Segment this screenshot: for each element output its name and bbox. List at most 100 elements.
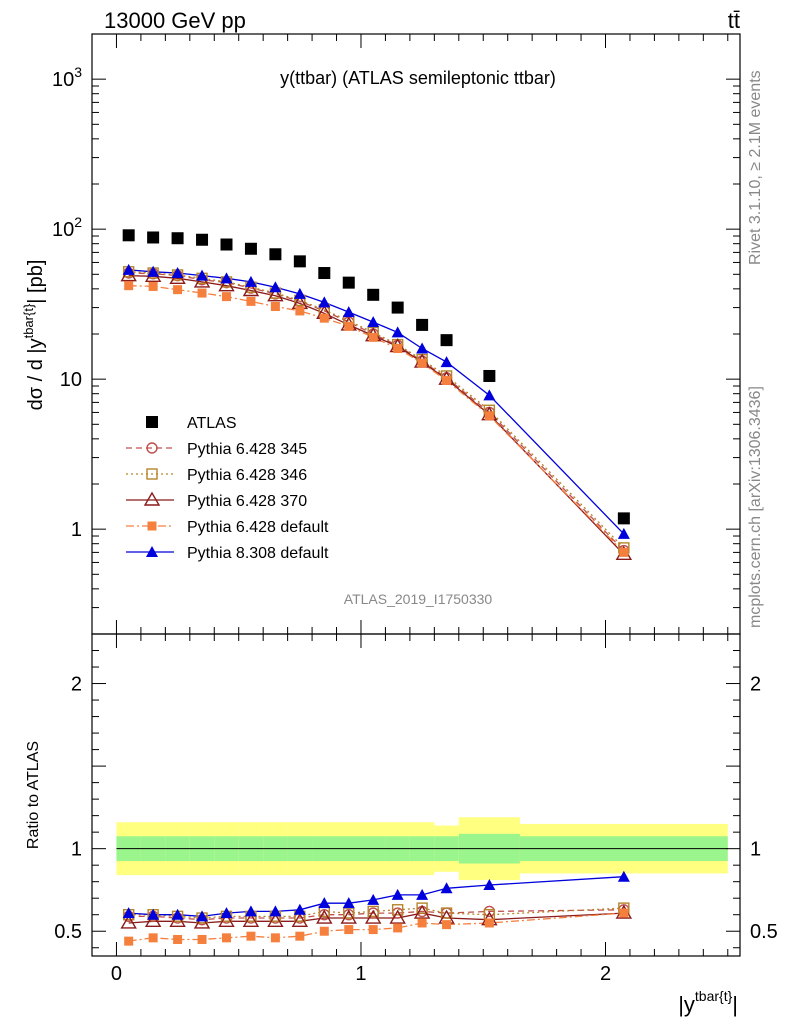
- ratio-point-pythia-8-308-default-5: [244, 905, 257, 917]
- ratio-panel: 0.5 0.5 1 1 2 2 0 1 2 Ratio to ATLAS |ytbar{t}|: [25, 633, 778, 1017]
- ratio-point-pythia-6-428-default-4: [221, 933, 231, 943]
- main-line-pythia-6-428-370: [128, 274, 625, 555]
- ratio-point-pythia-6-428-default-2: [173, 934, 183, 944]
- main-point-atlas-5: [244, 242, 257, 255]
- main-point-atlas-13: [440, 334, 453, 347]
- ratio-point-pythia-6-428-370-5: [242, 912, 260, 928]
- main-point-pythia-6-428-370-5: [242, 282, 260, 297]
- ratio-ytick-label-0: 0.5: [54, 921, 82, 943]
- ratio-line-pythia-8-308-default: [128, 876, 624, 918]
- header-right: tt̄: [728, 8, 740, 33]
- ratio-point-pythia-6-428-default-15: [619, 908, 629, 918]
- ratio-point-pythia-6-428-370-11: [389, 909, 406, 924]
- legend-label-pythia-6-428-345: Pythia 6.428 345: [187, 441, 307, 458]
- watermark: ATLAS_2019_I1750330: [344, 591, 493, 607]
- ratio-ytick-label-2: 2: [71, 674, 82, 696]
- ratio-point-pythia-6-428-default-14: [484, 918, 494, 928]
- main-point-pythia-8-308-default-1: [147, 265, 160, 277]
- xtick-label-2: 2: [600, 963, 611, 985]
- main-point-pythia-6-428-default-0: [124, 281, 134, 291]
- ratio-point-pythia-6-428-370-6: [267, 912, 284, 928]
- xlabel-part-1: |y: [678, 992, 695, 1017]
- main-point-pythia-8-308-default-8: [318, 296, 331, 308]
- ratio-point-pythia-6-428-370-10: [364, 909, 382, 924]
- legend-marker-pythia-8-308-default: [146, 546, 158, 557]
- ratio-point-pythia-8-308-default-7: [293, 903, 306, 915]
- ratio-point-pythia-8-308-default-11: [391, 888, 404, 900]
- ratio-point-pythia-6-428-default-10: [368, 925, 378, 935]
- main-ytick-label-3: 103: [52, 64, 82, 91]
- ratio-frame: [91, 633, 741, 957]
- ratio-line-pythia-6-428-370: [128, 912, 624, 924]
- legend-marker-pythia-6-428-345: [146, 442, 158, 454]
- legend-marker-pythia-6-428-default: [147, 521, 157, 531]
- chart-title: y(ttbar) (ATLAS semileptonic ttbar): [280, 68, 556, 88]
- main-point-pythia-6-428-370-6: [267, 287, 284, 302]
- ratio-point-pythia-8-308-default-8: [318, 897, 331, 909]
- header-left: 13000 GeV pp: [104, 8, 246, 33]
- ratio-point-pythia-8-308-default-14: [483, 878, 496, 890]
- main-point-pythia-6-428-default-5: [246, 296, 256, 306]
- rivet-label: Rivet 3.1.10, ≥ 2.1M events: [747, 70, 764, 265]
- ratio-point-pythia-6-428-370-2: [169, 912, 186, 928]
- main-point-pythia-8-308-default-13: [440, 356, 453, 368]
- main-point-pythia-6-428-default-2: [173, 285, 183, 295]
- legend-label-pythia-6-428-346: Pythia 6.428 346: [187, 467, 307, 484]
- main-point-pythia-8-308-default-10: [367, 316, 380, 328]
- ratio-point-pythia-6-428-default-1: [148, 933, 158, 943]
- main-point-pythia-8-308-default-7: [293, 287, 306, 299]
- main-point-atlas-6: [269, 248, 282, 261]
- legend-label-atlas: ATLAS: [187, 415, 237, 432]
- main-point-pythia-8-308-default-4: [220, 272, 233, 284]
- ratio-point-pythia-6-428-default-3: [197, 934, 207, 944]
- legend-marker-atlas: [146, 416, 158, 428]
- ratio-point-pythia-6-428-default-6: [270, 933, 280, 943]
- main-point-pythia-6-428-370-3: [193, 273, 211, 288]
- main-point-pythia-6-428-370-4: [218, 277, 235, 292]
- main-point-pythia-6-428-default-7: [295, 306, 305, 316]
- main-point-atlas-8: [318, 267, 331, 280]
- main-point-pythia-8-308-default-14: [483, 389, 496, 401]
- main-point-pythia-6-428-default-12: [417, 358, 427, 368]
- main-point-pythia-8-308-default-6: [269, 281, 282, 293]
- ylabel-superscript: tbar{t}: [21, 303, 36, 338]
- ratio-point-pythia-6-428-default-8: [319, 926, 329, 936]
- main-point-atlas-12: [416, 318, 429, 331]
- xtick-label-0: 0: [111, 963, 122, 985]
- main-frame: [91, 33, 741, 635]
- ratio-point-pythia-6-428-370-8: [316, 909, 333, 924]
- ratio-point-pythia-6-428-346-10: [367, 905, 379, 918]
- ratio-y-axis-label: Ratio to ATLAS: [25, 741, 42, 849]
- ratio-point-pythia-6-428-default-13: [442, 920, 452, 930]
- legend-label-pythia-6-428-default: Pythia 6.428 default: [187, 519, 329, 536]
- main-point-pythia-6-428-default-8: [319, 313, 329, 323]
- main-point-pythia-6-428-default-3: [197, 288, 207, 298]
- main-line-pythia-6-428-346: [128, 271, 625, 549]
- main-point-pythia-8-308-default-2: [171, 267, 184, 279]
- ratio-point-pythia-8-308-default-0: [122, 907, 135, 919]
- ratio-point-pythia-6-428-346-11: [391, 904, 404, 916]
- ratio-point-pythia-6-428-default-5: [246, 931, 256, 941]
- xlabel-superscript: tbar{t}: [695, 988, 733, 1004]
- main-point-pythia-8-308-default-12: [416, 342, 429, 354]
- main-point-pythia-6-428-default-9: [344, 321, 354, 331]
- main-point-pythia-6-428-default-13: [442, 375, 452, 385]
- ratio-ytick-label-right-2: 2: [750, 674, 761, 696]
- ratio-point-pythia-8-308-default-10: [367, 893, 380, 905]
- legend-marker-pythia-6-428-346: [146, 468, 158, 480]
- ratio-point-pythia-8-308-default-6: [269, 905, 282, 917]
- main-panel: 1 10 102 103 y(ttbar) (ATLAS semileptonic t…: [21, 33, 741, 635]
- ratio-line-pythia-6-428-345: [128, 909, 624, 921]
- main-point-pythia-8-308-default-5: [244, 275, 257, 287]
- ratio-point-pythia-6-428-346-12: [416, 902, 428, 914]
- main-line-pythia-6-428-default: [128, 285, 625, 553]
- ratio-point-pythia-6-428-370-9: [340, 909, 357, 924]
- main-point-atlas-0: [122, 229, 135, 242]
- main-line-pythia-6-428-345: [128, 272, 625, 552]
- mcplots-label: mcplots.cern.ch [arXiv:1306.3436]: [747, 386, 764, 628]
- ratio-point-pythia-6-428-default-7: [295, 931, 305, 941]
- main-point-atlas-1: [147, 231, 160, 244]
- main-ytick-label-0: 1: [71, 519, 82, 541]
- ratio-point-pythia-6-428-default-0: [124, 936, 134, 946]
